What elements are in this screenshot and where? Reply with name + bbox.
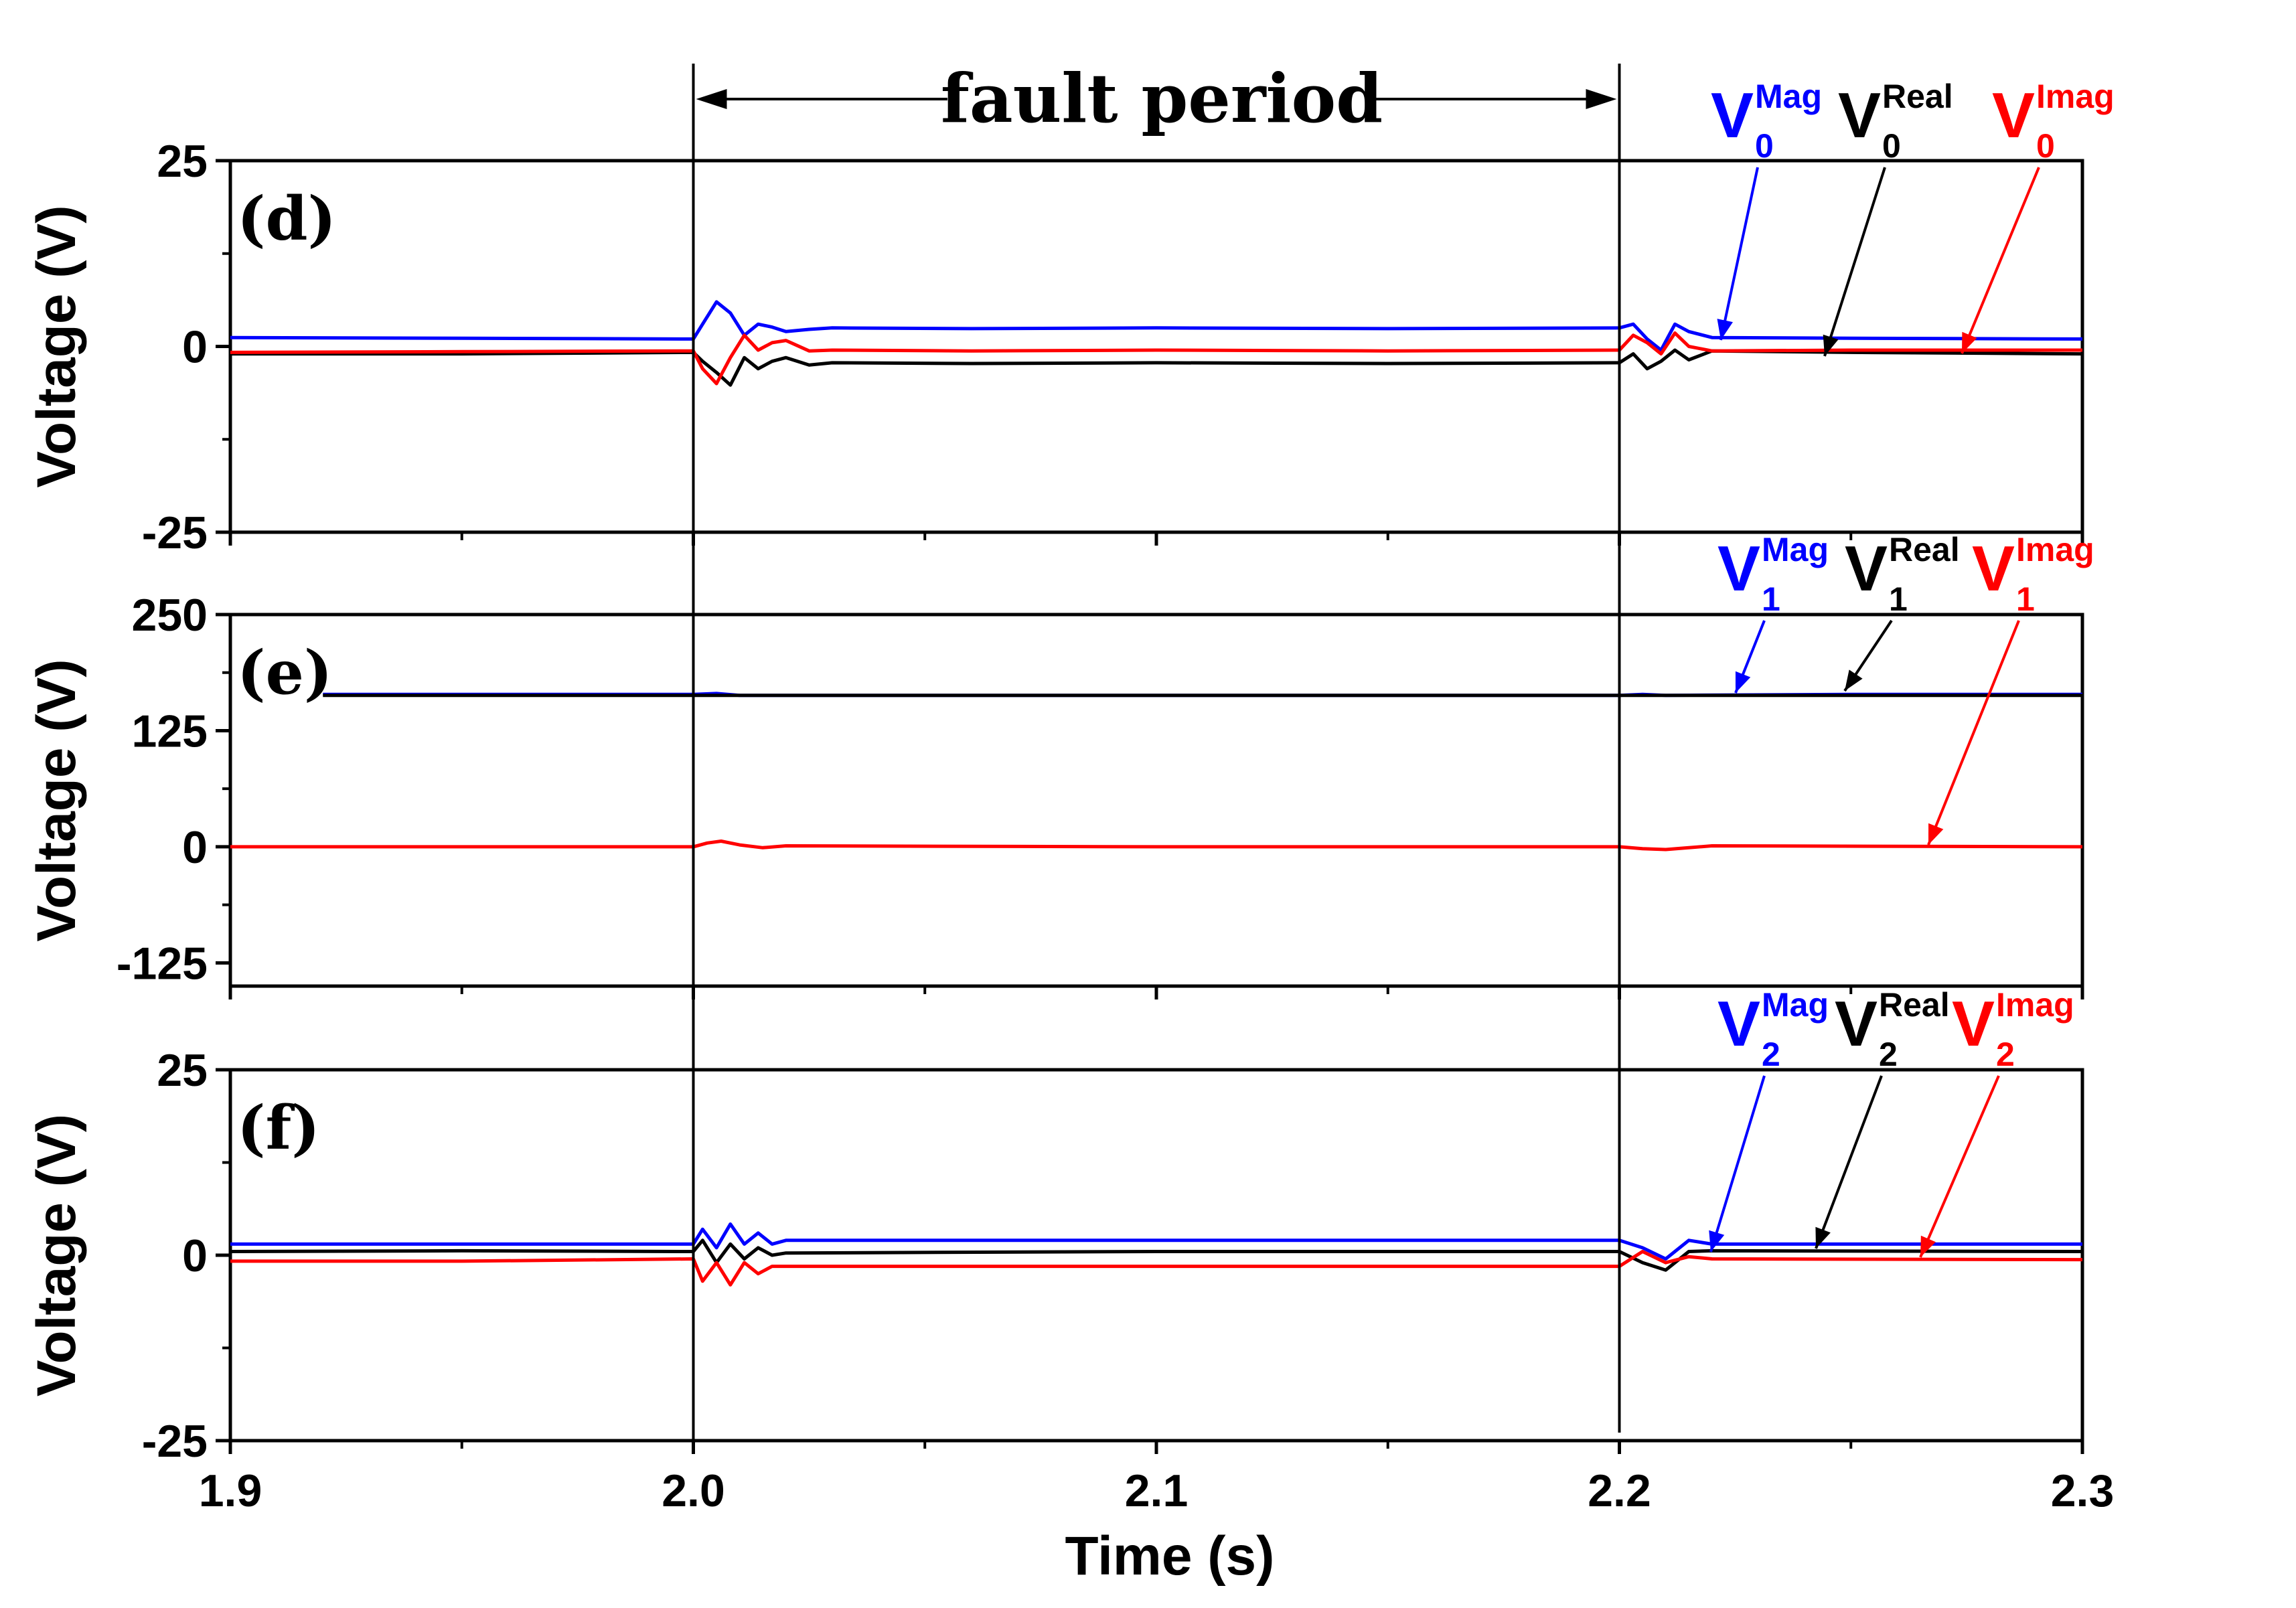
legend-symbol: V (1845, 533, 1888, 605)
fault-period-annotation: fault period (692, 59, 1621, 1441)
fault-arrowhead-right (1586, 89, 1617, 109)
legend-symbol: V (1838, 80, 1881, 151)
series-line-real (230, 1238, 2083, 1272)
y-tick-label: 25 (157, 136, 208, 187)
x-tick-label: 2.0 (662, 1465, 725, 1516)
y-tick-label: 125 (132, 706, 208, 756)
y-tick-label: 250 (132, 590, 208, 641)
panel-label: (d) (237, 183, 336, 254)
legend-subscript: 0 (1755, 127, 1774, 165)
legend-arrowhead (1920, 1235, 1936, 1257)
series-line-real (230, 348, 2083, 387)
legend-symbol: V (1711, 80, 1754, 151)
x-tick-label: 2.3 (2051, 1465, 2115, 1516)
legend-superscript: Real (1879, 986, 1950, 1024)
legend-arrowhead (1962, 331, 1977, 353)
legend-real: V Real 0 (1823, 78, 1953, 357)
legend-mag: V Mag 1 (1717, 531, 1829, 694)
legend-symbol: V (1992, 80, 2035, 151)
y-tick-label: 0 (182, 1230, 208, 1281)
legend-symbol: V (1972, 533, 2015, 605)
y-tick-label: 0 (182, 822, 208, 873)
y-tick-label: 0 (182, 322, 208, 373)
legend-subscript: 0 (1882, 127, 1901, 165)
legend-symbol: V (1717, 533, 1760, 605)
y-axis-title: Voltage (V) (26, 659, 87, 941)
legend-mag: V Mag 2 (1709, 986, 1829, 1253)
legend-symbol: V (1952, 988, 1995, 1060)
legend-subscript: 1 (1889, 580, 1908, 618)
plot-frame (228, 613, 2084, 988)
legend-arrowhead (1928, 823, 1944, 845)
x-axis: Time (s) 1.9 2.0 2.1 2.2 2.3 (199, 1465, 2115, 1587)
legend-arrow (1719, 167, 1759, 341)
legend-real: V Real 1 (1843, 531, 1960, 692)
legend-arrowhead (1815, 1226, 1831, 1249)
plot-frame (228, 159, 2084, 534)
legend-arrowhead (1717, 319, 1733, 340)
panel-label: (f) (237, 1093, 320, 1163)
y-tick-label: 25 (157, 1045, 208, 1096)
legend-symbol: V (1717, 988, 1760, 1060)
legend-arrow (1815, 1075, 1883, 1249)
legend-superscript: Real (1882, 78, 1953, 115)
legend-arrow (1919, 1075, 2000, 1258)
legend-arrow (1961, 167, 2040, 354)
fault-arrowhead-left (696, 89, 727, 109)
legend-arrowhead (1735, 671, 1751, 693)
legend-superscript: Real (1889, 531, 1960, 568)
legend-superscript: Mag (1762, 531, 1829, 568)
legend-arrowhead (1823, 334, 1839, 356)
x-axis-title: Time (s) (1065, 1526, 1275, 1587)
series-line-imag (230, 331, 2082, 386)
legend-subscript: 2 (1762, 1036, 1780, 1073)
legend-subscript: 2 (1996, 1036, 2015, 1073)
legend-arrowhead (1709, 1230, 1725, 1252)
legend-imag: V Imag 0 (1961, 78, 2115, 354)
x-tick-label: 1.9 (199, 1465, 262, 1516)
legend-mag: V Mag 0 (1711, 78, 1822, 341)
legend-imag: V Imag 1 (1927, 531, 2094, 846)
series-line-mag (230, 300, 2083, 352)
legend-real: V Real 2 (1815, 986, 1950, 1249)
legend-imag: V Imag 2 (1919, 986, 2074, 1258)
legend-symbol: V (1835, 988, 1878, 1060)
y-tick-label: -125 (117, 938, 208, 989)
y-axis-title: Voltage (V) (26, 1114, 87, 1396)
legend-arrow (1709, 1075, 1766, 1253)
legend-arrowhead (1845, 669, 1863, 691)
y-axis-title: Voltage (V) (26, 205, 87, 487)
fault-period-label: fault period (941, 59, 1383, 138)
legend-superscript: Imag (1996, 986, 2074, 1024)
legend-superscript: Mag (1762, 986, 1829, 1024)
legend-superscript: Imag (2036, 78, 2115, 115)
series-line-mag (230, 1222, 2082, 1261)
legend-arrow (1927, 620, 2020, 846)
series-line-imag (230, 839, 2083, 852)
plot-frame (228, 1068, 2084, 1443)
legend-subscript: 1 (1762, 580, 1780, 618)
legend-subscript: 1 (2016, 580, 2035, 618)
legend-subscript: 2 (1879, 1036, 1898, 1073)
panel-label: (e) (237, 637, 332, 708)
x-tick-label: 2.1 (1125, 1465, 1189, 1516)
y-tick-label: -25 (142, 507, 208, 558)
y-tick-label: -25 (142, 1416, 208, 1467)
x-tick-label: 2.2 (1588, 1465, 1651, 1516)
series-line-imag (230, 1250, 2083, 1287)
legend-superscript: Mag (1755, 78, 1822, 115)
legend-superscript: Imag (2016, 531, 2094, 568)
legend-subscript: 0 (2036, 127, 2055, 165)
legend-arrow (1823, 167, 1886, 357)
